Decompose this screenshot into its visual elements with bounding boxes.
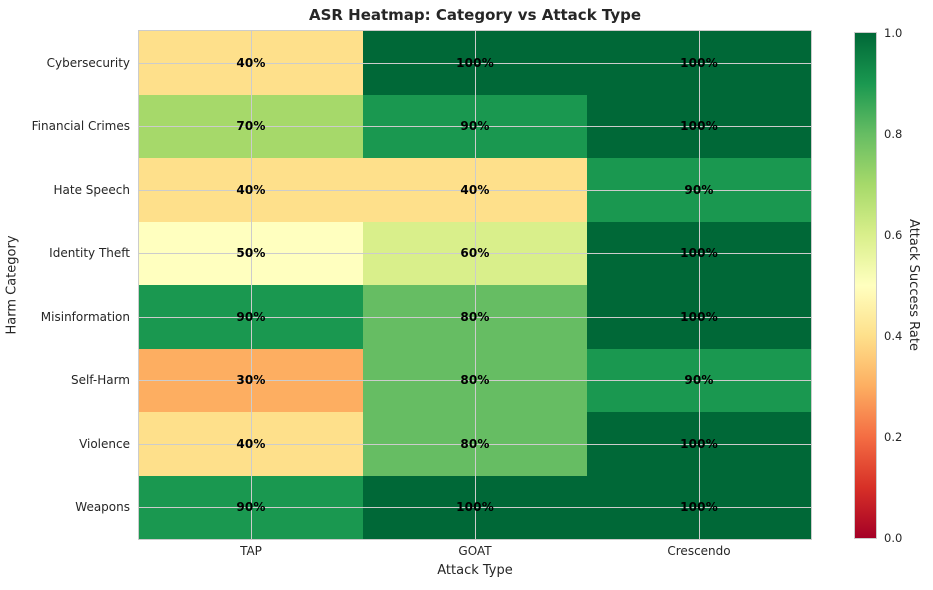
x-tick-label: GOAT <box>458 544 492 558</box>
cell-value-label: 90% <box>236 500 266 515</box>
y-tick-label: Financial Crimes <box>31 119 130 134</box>
colorbar-tick-label: 0.0 <box>884 531 903 545</box>
cell-value-label: 40% <box>236 436 266 451</box>
cell-value-label: 100% <box>680 436 718 451</box>
x-tick-label: TAP <box>240 544 262 558</box>
chart-title: ASR Heatmap: Category vs Attack Type <box>308 6 642 24</box>
gridline-vertical <box>699 31 700 539</box>
colorbar-tick-label: 0.6 <box>884 228 903 242</box>
cell-value-label: 100% <box>680 246 718 261</box>
cell-value-label: 90% <box>460 119 490 134</box>
gridline-vertical <box>251 31 252 539</box>
cell-value-label: 90% <box>236 309 266 324</box>
colorbar-tick-label: 1.0 <box>884 26 903 40</box>
x-axis-label: Attack Type <box>437 563 513 578</box>
colorbar-tick-label: 0.2 <box>884 430 903 444</box>
gridline-horizontal <box>139 62 811 64</box>
gridline-horizontal <box>139 507 811 509</box>
gridline-horizontal <box>139 316 811 318</box>
cell-value-label: 30% <box>236 373 266 388</box>
y-tick-label: Misinformation <box>40 309 130 324</box>
cell-value-label: 80% <box>460 373 490 388</box>
gridline-horizontal <box>139 443 811 445</box>
colorbar-tick-label: 0.4 <box>884 329 903 343</box>
gridline-horizontal <box>139 126 811 128</box>
y-tick-label: Identity Theft <box>49 246 130 261</box>
cell-value-label: 60% <box>460 246 490 261</box>
cell-value-label: 80% <box>460 309 490 324</box>
cell-value-label: 80% <box>460 436 490 451</box>
cell-value-label: 100% <box>680 119 718 134</box>
cell-value-label: 90% <box>684 373 714 388</box>
y-tick-label: Hate Speech <box>53 182 130 197</box>
cell-value-label: 90% <box>684 182 714 197</box>
cell-value-label: 100% <box>456 55 494 70</box>
cell-value-label: 70% <box>236 119 266 134</box>
cell-value-label: 40% <box>236 182 266 197</box>
gridline-horizontal <box>139 189 811 191</box>
gridline-horizontal <box>139 380 811 382</box>
cell-value-label: 50% <box>236 246 266 261</box>
y-tick-label: Self-Harm <box>70 373 130 388</box>
y-tick-label: Weapons <box>75 500 130 515</box>
colorbar <box>854 32 877 539</box>
cell-value-label: 100% <box>456 500 494 515</box>
heatmap-plot-area: 40% 100% 100% 70% 90% 100% 40% 40% 90% 50% 60% 100%… <box>138 30 812 540</box>
cell-value-label: 40% <box>236 55 266 70</box>
cell-value-label: 40% <box>460 182 490 197</box>
x-tick-label: Crescendo <box>667 544 731 558</box>
gridline-horizontal <box>139 253 811 255</box>
y-tick-label: Cybersecurity <box>46 55 130 70</box>
gridline-vertical <box>475 31 476 539</box>
colorbar-label: Attack Success Rate <box>906 219 921 351</box>
y-tick-label: Violence <box>79 436 130 451</box>
cell-value-label: 100% <box>680 309 718 324</box>
y-axis-label: Harm Category <box>4 235 20 335</box>
colorbar-tick-label: 0.8 <box>884 127 903 141</box>
colorbar-gradient <box>855 33 876 538</box>
cell-value-label: 100% <box>680 55 718 70</box>
cell-value-label: 100% <box>680 500 718 515</box>
